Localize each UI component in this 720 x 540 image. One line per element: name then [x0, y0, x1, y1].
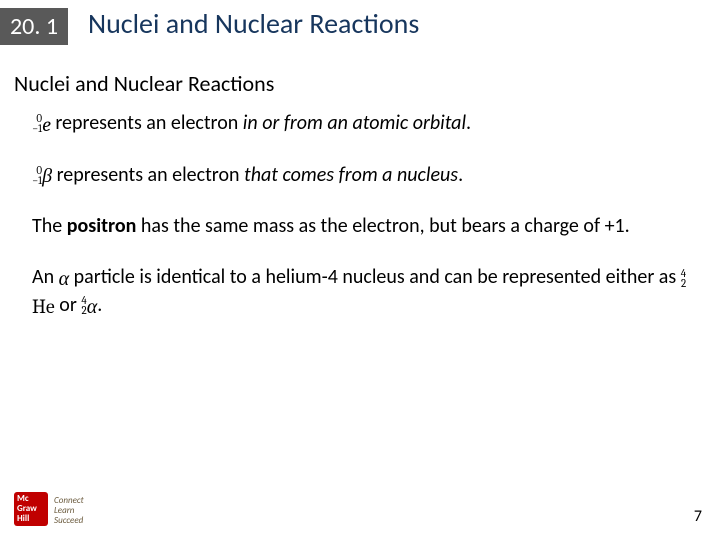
text: An [32, 265, 59, 289]
mcgraw-hill-icon: Mc Graw Hill [14, 492, 48, 526]
period: . [466, 111, 471, 135]
section-number-badge: 20. 1 [0, 8, 68, 45]
electron-orbital-line: 0 −1 e represents an electron in or from… [32, 110, 688, 138]
atomic-number: 2 [81, 306, 86, 316]
helium-nuclide: 4 2 [681, 269, 686, 289]
alpha-symbol: α [59, 265, 70, 292]
section-title: Nuclei and Nuclear Reactions [88, 6, 419, 41]
text-italic: that comes from a nucleus [244, 163, 458, 187]
text: has the same mass as the electron, but b… [136, 214, 629, 238]
atomic-number: −1 [32, 176, 42, 186]
alpha-nuclide: 4 2 [81, 296, 86, 316]
text-italic: in or from an atomic orbital [243, 111, 466, 135]
slide: 20. 1 Nuclei and Nuclear Reactions Nucle… [0, 0, 720, 540]
text: represents an electron [51, 111, 243, 135]
electron-nuclide: 0 −1 [32, 114, 42, 134]
period: . [97, 293, 102, 317]
positron-line: The positron has the same mass as the el… [32, 213, 688, 240]
helium-symbol: He [32, 293, 55, 320]
text: The [32, 214, 67, 238]
atomic-number: −1 [32, 124, 42, 134]
alpha-line: An α particle is identical to a helium-4… [32, 264, 688, 319]
brand-line: Hill [17, 513, 29, 524]
beta-nuclide: 0 −1 [32, 166, 42, 186]
electron-symbol: e [42, 111, 51, 138]
text: represents an electron [52, 163, 244, 187]
beta-symbol: β [42, 162, 52, 189]
tag-line: Succeed [54, 516, 84, 526]
subheading: Nuclei and Nuclear Reactions [14, 70, 274, 97]
atomic-number: 2 [681, 279, 686, 289]
period: . [458, 163, 463, 187]
positron-bold: positron [67, 214, 137, 238]
logo-tagline: Connect Learn Succeed [54, 496, 84, 526]
page-number: 7 [694, 507, 702, 526]
text: particle is identical to a helium-4 nucl… [69, 265, 681, 289]
beta-line: 0 −1 β represents an electron that comes… [32, 162, 688, 190]
publisher-logo: Mc Graw Hill Connect Learn Succeed [14, 492, 84, 526]
text: or [55, 293, 82, 317]
section-number: 20. 1 [10, 12, 58, 41]
body-content: 0 −1 e represents an electron in or from… [32, 110, 688, 344]
alpha-symbol-2: α [87, 293, 98, 320]
